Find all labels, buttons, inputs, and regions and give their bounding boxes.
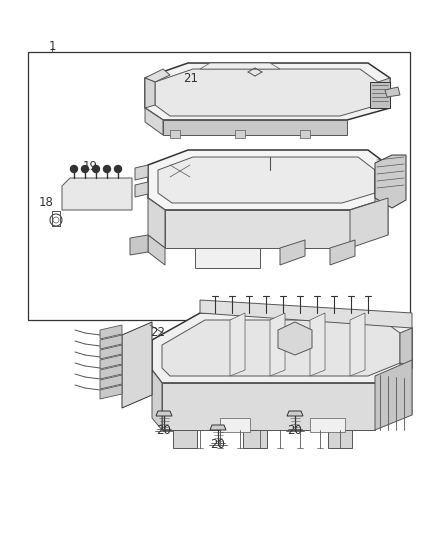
- Polygon shape: [156, 411, 172, 416]
- Polygon shape: [152, 313, 412, 383]
- Polygon shape: [375, 360, 412, 430]
- Polygon shape: [158, 157, 375, 203]
- Polygon shape: [148, 235, 165, 265]
- Polygon shape: [370, 82, 390, 108]
- Polygon shape: [300, 130, 310, 138]
- Polygon shape: [400, 328, 412, 368]
- Text: 18: 18: [39, 197, 53, 209]
- Circle shape: [114, 166, 121, 173]
- Polygon shape: [145, 69, 170, 82]
- Polygon shape: [375, 165, 388, 198]
- Polygon shape: [310, 418, 345, 432]
- Polygon shape: [378, 78, 390, 108]
- Circle shape: [81, 166, 88, 173]
- Polygon shape: [400, 363, 412, 415]
- Circle shape: [92, 166, 99, 173]
- Polygon shape: [210, 425, 226, 430]
- Text: 21: 21: [183, 71, 198, 85]
- Polygon shape: [278, 322, 312, 355]
- Polygon shape: [100, 375, 122, 389]
- Bar: [28, 52, 410, 320]
- Text: 22: 22: [151, 327, 166, 340]
- Polygon shape: [100, 355, 122, 369]
- Bar: [168, 163, 192, 179]
- Polygon shape: [165, 210, 350, 248]
- Polygon shape: [122, 322, 152, 408]
- Polygon shape: [135, 165, 148, 180]
- Text: 19: 19: [82, 160, 98, 174]
- Polygon shape: [100, 335, 122, 349]
- Polygon shape: [230, 313, 245, 376]
- Polygon shape: [280, 240, 305, 265]
- Polygon shape: [145, 78, 155, 108]
- Polygon shape: [200, 300, 412, 328]
- Polygon shape: [135, 182, 148, 197]
- Polygon shape: [270, 313, 285, 376]
- Polygon shape: [145, 63, 390, 120]
- Polygon shape: [350, 313, 365, 376]
- Text: 1: 1: [48, 39, 56, 52]
- Circle shape: [103, 166, 110, 173]
- Polygon shape: [330, 240, 355, 265]
- Polygon shape: [162, 383, 375, 430]
- Polygon shape: [100, 365, 122, 379]
- Polygon shape: [148, 198, 165, 248]
- Polygon shape: [310, 313, 325, 376]
- Polygon shape: [163, 120, 347, 135]
- Text: 20: 20: [156, 424, 171, 438]
- Polygon shape: [152, 370, 162, 430]
- Polygon shape: [287, 411, 303, 416]
- Polygon shape: [100, 345, 122, 359]
- Polygon shape: [375, 155, 406, 208]
- Polygon shape: [148, 150, 388, 210]
- Polygon shape: [200, 63, 280, 69]
- Polygon shape: [155, 69, 378, 116]
- Polygon shape: [100, 325, 122, 339]
- Polygon shape: [62, 178, 132, 210]
- Polygon shape: [100, 385, 122, 399]
- Polygon shape: [243, 430, 267, 448]
- Polygon shape: [173, 430, 197, 448]
- Polygon shape: [375, 193, 388, 235]
- Polygon shape: [385, 87, 400, 97]
- Polygon shape: [220, 418, 250, 432]
- Polygon shape: [130, 235, 148, 255]
- Polygon shape: [162, 320, 400, 376]
- Polygon shape: [170, 130, 180, 138]
- Polygon shape: [145, 108, 163, 135]
- Text: 20: 20: [288, 424, 302, 438]
- Polygon shape: [235, 130, 245, 138]
- Text: 20: 20: [211, 439, 226, 451]
- Polygon shape: [350, 198, 388, 248]
- Circle shape: [71, 166, 78, 173]
- Polygon shape: [328, 430, 352, 448]
- Polygon shape: [195, 248, 260, 268]
